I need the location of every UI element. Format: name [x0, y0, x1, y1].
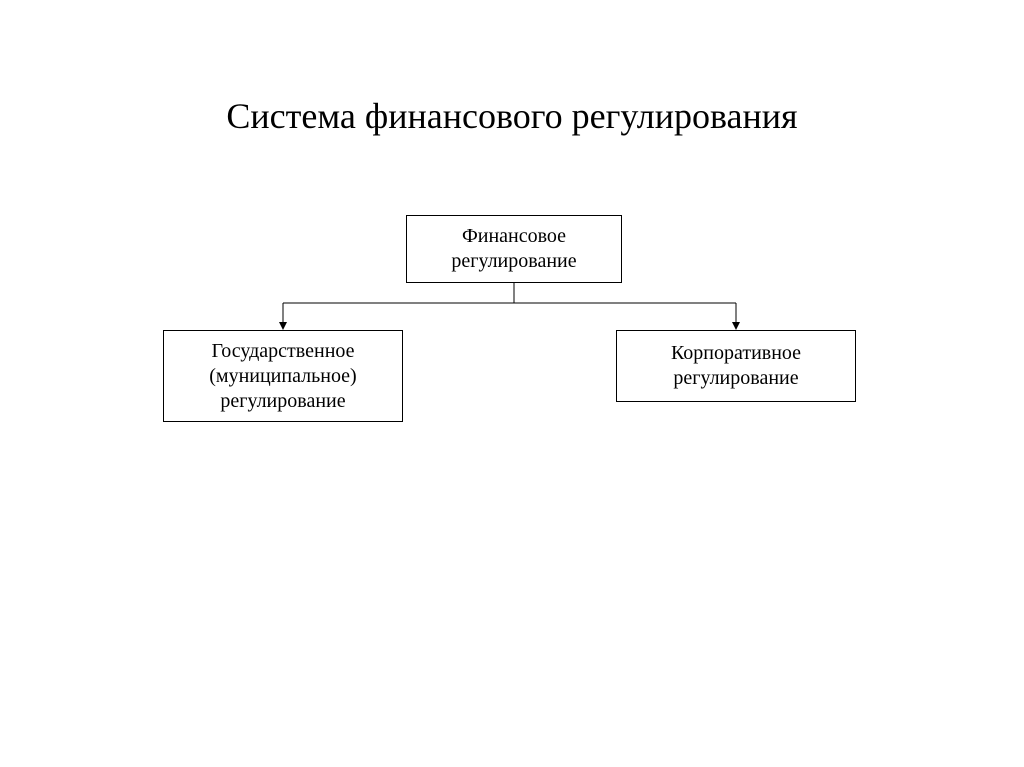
node-left-label: Государственное (муниципальное) регулиро… — [174, 339, 392, 414]
node-right-label: Корпоративное регулирование — [627, 341, 845, 391]
diagram-title: Система финансового регулирования — [0, 95, 1024, 137]
node-root: Финансовое регулирование — [406, 215, 622, 283]
node-left: Государственное (муниципальное) регулиро… — [163, 330, 403, 422]
node-right: Корпоративное регулирование — [616, 330, 856, 402]
node-root-label: Финансовое регулирование — [417, 224, 611, 274]
